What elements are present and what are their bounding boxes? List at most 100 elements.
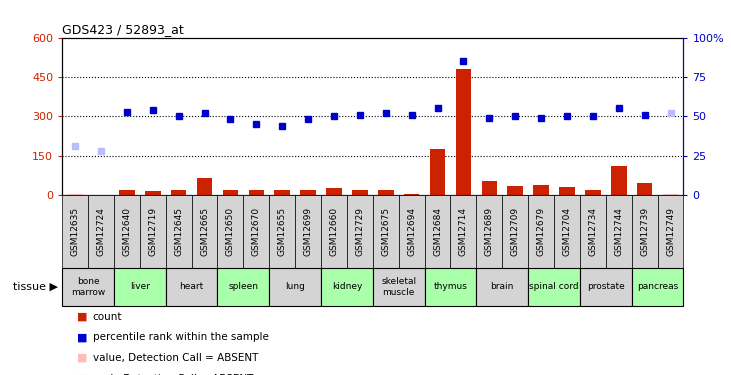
Bar bbox=[534, 184, 549, 195]
Bar bbox=[482, 181, 497, 195]
Bar bbox=[425, 268, 477, 306]
Bar bbox=[580, 195, 606, 268]
Text: ■: ■ bbox=[77, 374, 87, 375]
Text: GSM12665: GSM12665 bbox=[200, 207, 209, 256]
Bar bbox=[528, 268, 580, 306]
Bar bbox=[166, 195, 192, 268]
Text: GSM12679: GSM12679 bbox=[537, 207, 545, 256]
Bar bbox=[637, 183, 652, 195]
Text: skeletal
muscle: skeletal muscle bbox=[381, 277, 416, 297]
Bar bbox=[192, 195, 218, 268]
Bar bbox=[632, 268, 683, 306]
Bar bbox=[274, 190, 290, 195]
Bar bbox=[450, 195, 477, 268]
Text: heart: heart bbox=[179, 282, 204, 291]
Bar bbox=[585, 190, 601, 195]
Text: GSM12704: GSM12704 bbox=[562, 207, 572, 256]
Bar bbox=[249, 190, 264, 195]
Bar bbox=[347, 195, 373, 268]
Text: ■: ■ bbox=[77, 353, 87, 363]
Bar bbox=[507, 186, 523, 195]
Text: rank, Detection Call = ABSENT: rank, Detection Call = ABSENT bbox=[93, 374, 253, 375]
Bar bbox=[502, 195, 528, 268]
Bar bbox=[218, 268, 269, 306]
Bar bbox=[606, 195, 632, 268]
Text: GSM12675: GSM12675 bbox=[382, 207, 390, 256]
Text: GSM12655: GSM12655 bbox=[278, 207, 287, 256]
Text: GSM12719: GSM12719 bbox=[148, 207, 157, 256]
Text: value, Detection Call = ABSENT: value, Detection Call = ABSENT bbox=[93, 353, 258, 363]
Bar bbox=[611, 166, 626, 195]
Bar bbox=[321, 268, 373, 306]
Bar bbox=[62, 268, 114, 306]
Text: thymus: thymus bbox=[433, 282, 467, 291]
Text: prostate: prostate bbox=[587, 282, 625, 291]
Bar bbox=[140, 195, 166, 268]
Text: liver: liver bbox=[130, 282, 150, 291]
Bar bbox=[455, 69, 471, 195]
Bar bbox=[114, 268, 166, 306]
Text: brain: brain bbox=[491, 282, 514, 291]
Text: GDS423 / 52893_at: GDS423 / 52893_at bbox=[62, 23, 184, 36]
Bar bbox=[114, 195, 140, 268]
Bar bbox=[559, 187, 575, 195]
Bar bbox=[580, 268, 632, 306]
Text: GSM12709: GSM12709 bbox=[511, 207, 520, 256]
Bar bbox=[658, 195, 683, 268]
Bar bbox=[218, 195, 243, 268]
Text: GSM12714: GSM12714 bbox=[459, 207, 468, 256]
Text: GSM12744: GSM12744 bbox=[614, 207, 624, 256]
Bar bbox=[62, 195, 88, 268]
Text: bone
marrow: bone marrow bbox=[71, 277, 105, 297]
Text: percentile rank within the sample: percentile rank within the sample bbox=[93, 333, 269, 342]
Text: GSM12670: GSM12670 bbox=[251, 207, 261, 256]
Bar bbox=[477, 195, 502, 268]
Text: tissue ▶: tissue ▶ bbox=[13, 282, 58, 292]
Bar bbox=[632, 195, 658, 268]
Bar bbox=[404, 194, 420, 195]
Text: GSM12689: GSM12689 bbox=[485, 207, 494, 256]
Bar bbox=[528, 195, 554, 268]
Text: kidney: kidney bbox=[332, 282, 362, 291]
Text: GSM12749: GSM12749 bbox=[666, 207, 675, 256]
Bar bbox=[326, 188, 342, 195]
Text: GSM12729: GSM12729 bbox=[355, 207, 364, 256]
Bar bbox=[197, 178, 212, 195]
Text: GSM12694: GSM12694 bbox=[407, 207, 416, 256]
Bar bbox=[352, 190, 368, 195]
Bar bbox=[398, 195, 425, 268]
Text: pancreas: pancreas bbox=[637, 282, 678, 291]
Bar bbox=[67, 194, 83, 195]
Bar bbox=[425, 195, 450, 268]
Text: spinal cord: spinal cord bbox=[529, 282, 579, 291]
Text: ■: ■ bbox=[77, 333, 87, 342]
Bar bbox=[477, 268, 528, 306]
Text: GSM12739: GSM12739 bbox=[640, 207, 649, 256]
Bar bbox=[166, 268, 218, 306]
Bar bbox=[554, 195, 580, 268]
Text: GSM12640: GSM12640 bbox=[122, 207, 132, 256]
Text: lung: lung bbox=[285, 282, 305, 291]
Text: GSM12724: GSM12724 bbox=[96, 207, 105, 256]
Text: spleen: spleen bbox=[228, 282, 258, 291]
Bar bbox=[300, 190, 316, 195]
Bar bbox=[171, 190, 186, 195]
Text: GSM12684: GSM12684 bbox=[433, 207, 442, 256]
Bar bbox=[119, 190, 135, 195]
Text: GSM12699: GSM12699 bbox=[303, 207, 313, 256]
Text: count: count bbox=[93, 312, 122, 322]
Text: GSM12635: GSM12635 bbox=[71, 207, 80, 256]
Text: GSM12734: GSM12734 bbox=[588, 207, 597, 256]
Text: GSM12650: GSM12650 bbox=[226, 207, 235, 256]
Text: ■: ■ bbox=[77, 312, 87, 322]
Bar bbox=[269, 195, 295, 268]
Bar bbox=[243, 195, 269, 268]
Text: GSM12645: GSM12645 bbox=[174, 207, 183, 256]
Text: GSM12660: GSM12660 bbox=[330, 207, 338, 256]
Bar bbox=[378, 190, 393, 195]
Bar bbox=[373, 268, 425, 306]
Bar bbox=[430, 149, 445, 195]
Bar bbox=[223, 190, 238, 195]
Bar bbox=[269, 268, 321, 306]
Bar bbox=[321, 195, 347, 268]
